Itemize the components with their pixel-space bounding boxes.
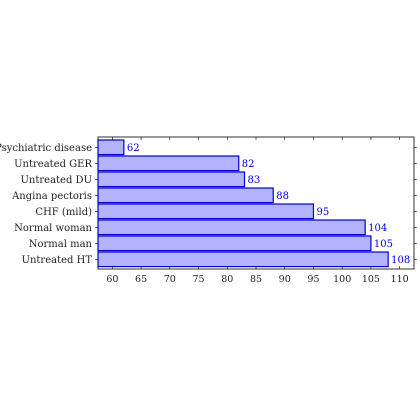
- category-label-normal-woman: Normal woman: [14, 223, 92, 234]
- data-label-normal-man: 105: [374, 239, 393, 250]
- x-tick-label-70: 70: [164, 274, 176, 285]
- category-label-normal-man: Normal man: [29, 239, 93, 250]
- data-label-untreated-du: 83: [248, 175, 261, 186]
- x-tick-label-85: 85: [250, 274, 262, 285]
- x-tick-label-110: 110: [391, 274, 409, 285]
- category-labels-group: Psychiatric disease Untreated GER Untreate…: [0, 143, 417, 266]
- category-label-untreated-du: Untreated DU: [20, 175, 92, 186]
- data-label-chf-mild: 95: [316, 207, 329, 218]
- bar-untreated-ger: [97, 155, 240, 172]
- data-label-untreated-ger: 82: [242, 159, 255, 170]
- x-tick-label-105: 105: [362, 274, 380, 285]
- data-label-psychiatric-disease: 62: [127, 143, 140, 154]
- bar-untreated-ht: [97, 251, 389, 268]
- x-tick-label-80: 80: [221, 274, 233, 285]
- category-label-untreated-ht: Untreated HT: [22, 255, 93, 266]
- data-label-untreated-ht: 108: [391, 255, 410, 266]
- x-tick-label-100: 100: [333, 274, 351, 285]
- bars-group: [97, 139, 389, 268]
- bar-normal-man: [97, 235, 372, 252]
- category-label-angina-pectoris: Angina pectoris: [11, 191, 92, 202]
- bar-chf-mild: [97, 203, 315, 220]
- x-tick-label-75: 75: [192, 274, 204, 285]
- x-tick-label-90: 90: [279, 274, 291, 285]
- data-label-normal-woman: 104: [368, 223, 387, 234]
- bar-normal-woman: [97, 219, 366, 236]
- bar-angina-pectoris: [97, 187, 274, 204]
- bar-untreated-du: [97, 171, 246, 188]
- category-label-chf-mild: CHF (mild): [35, 207, 92, 218]
- x-tick-label-60: 60: [106, 274, 118, 285]
- category-label-untreated-ger: Untreated GER: [14, 159, 92, 170]
- category-label-psychiatric-disease: Psychiatric disease: [0, 143, 92, 154]
- x-tick-label-65: 65: [135, 274, 147, 285]
- data-labels-group: 62 82 83 88 95 104 105 108: [127, 143, 410, 266]
- x-axis-ticks-group: 60 65 70 75 80 85 90 95 100 105 110: [106, 137, 409, 285]
- x-tick-label-95: 95: [307, 274, 319, 285]
- bar-psychiatric-disease: [97, 139, 125, 156]
- data-label-angina-pectoris: 88: [276, 191, 289, 202]
